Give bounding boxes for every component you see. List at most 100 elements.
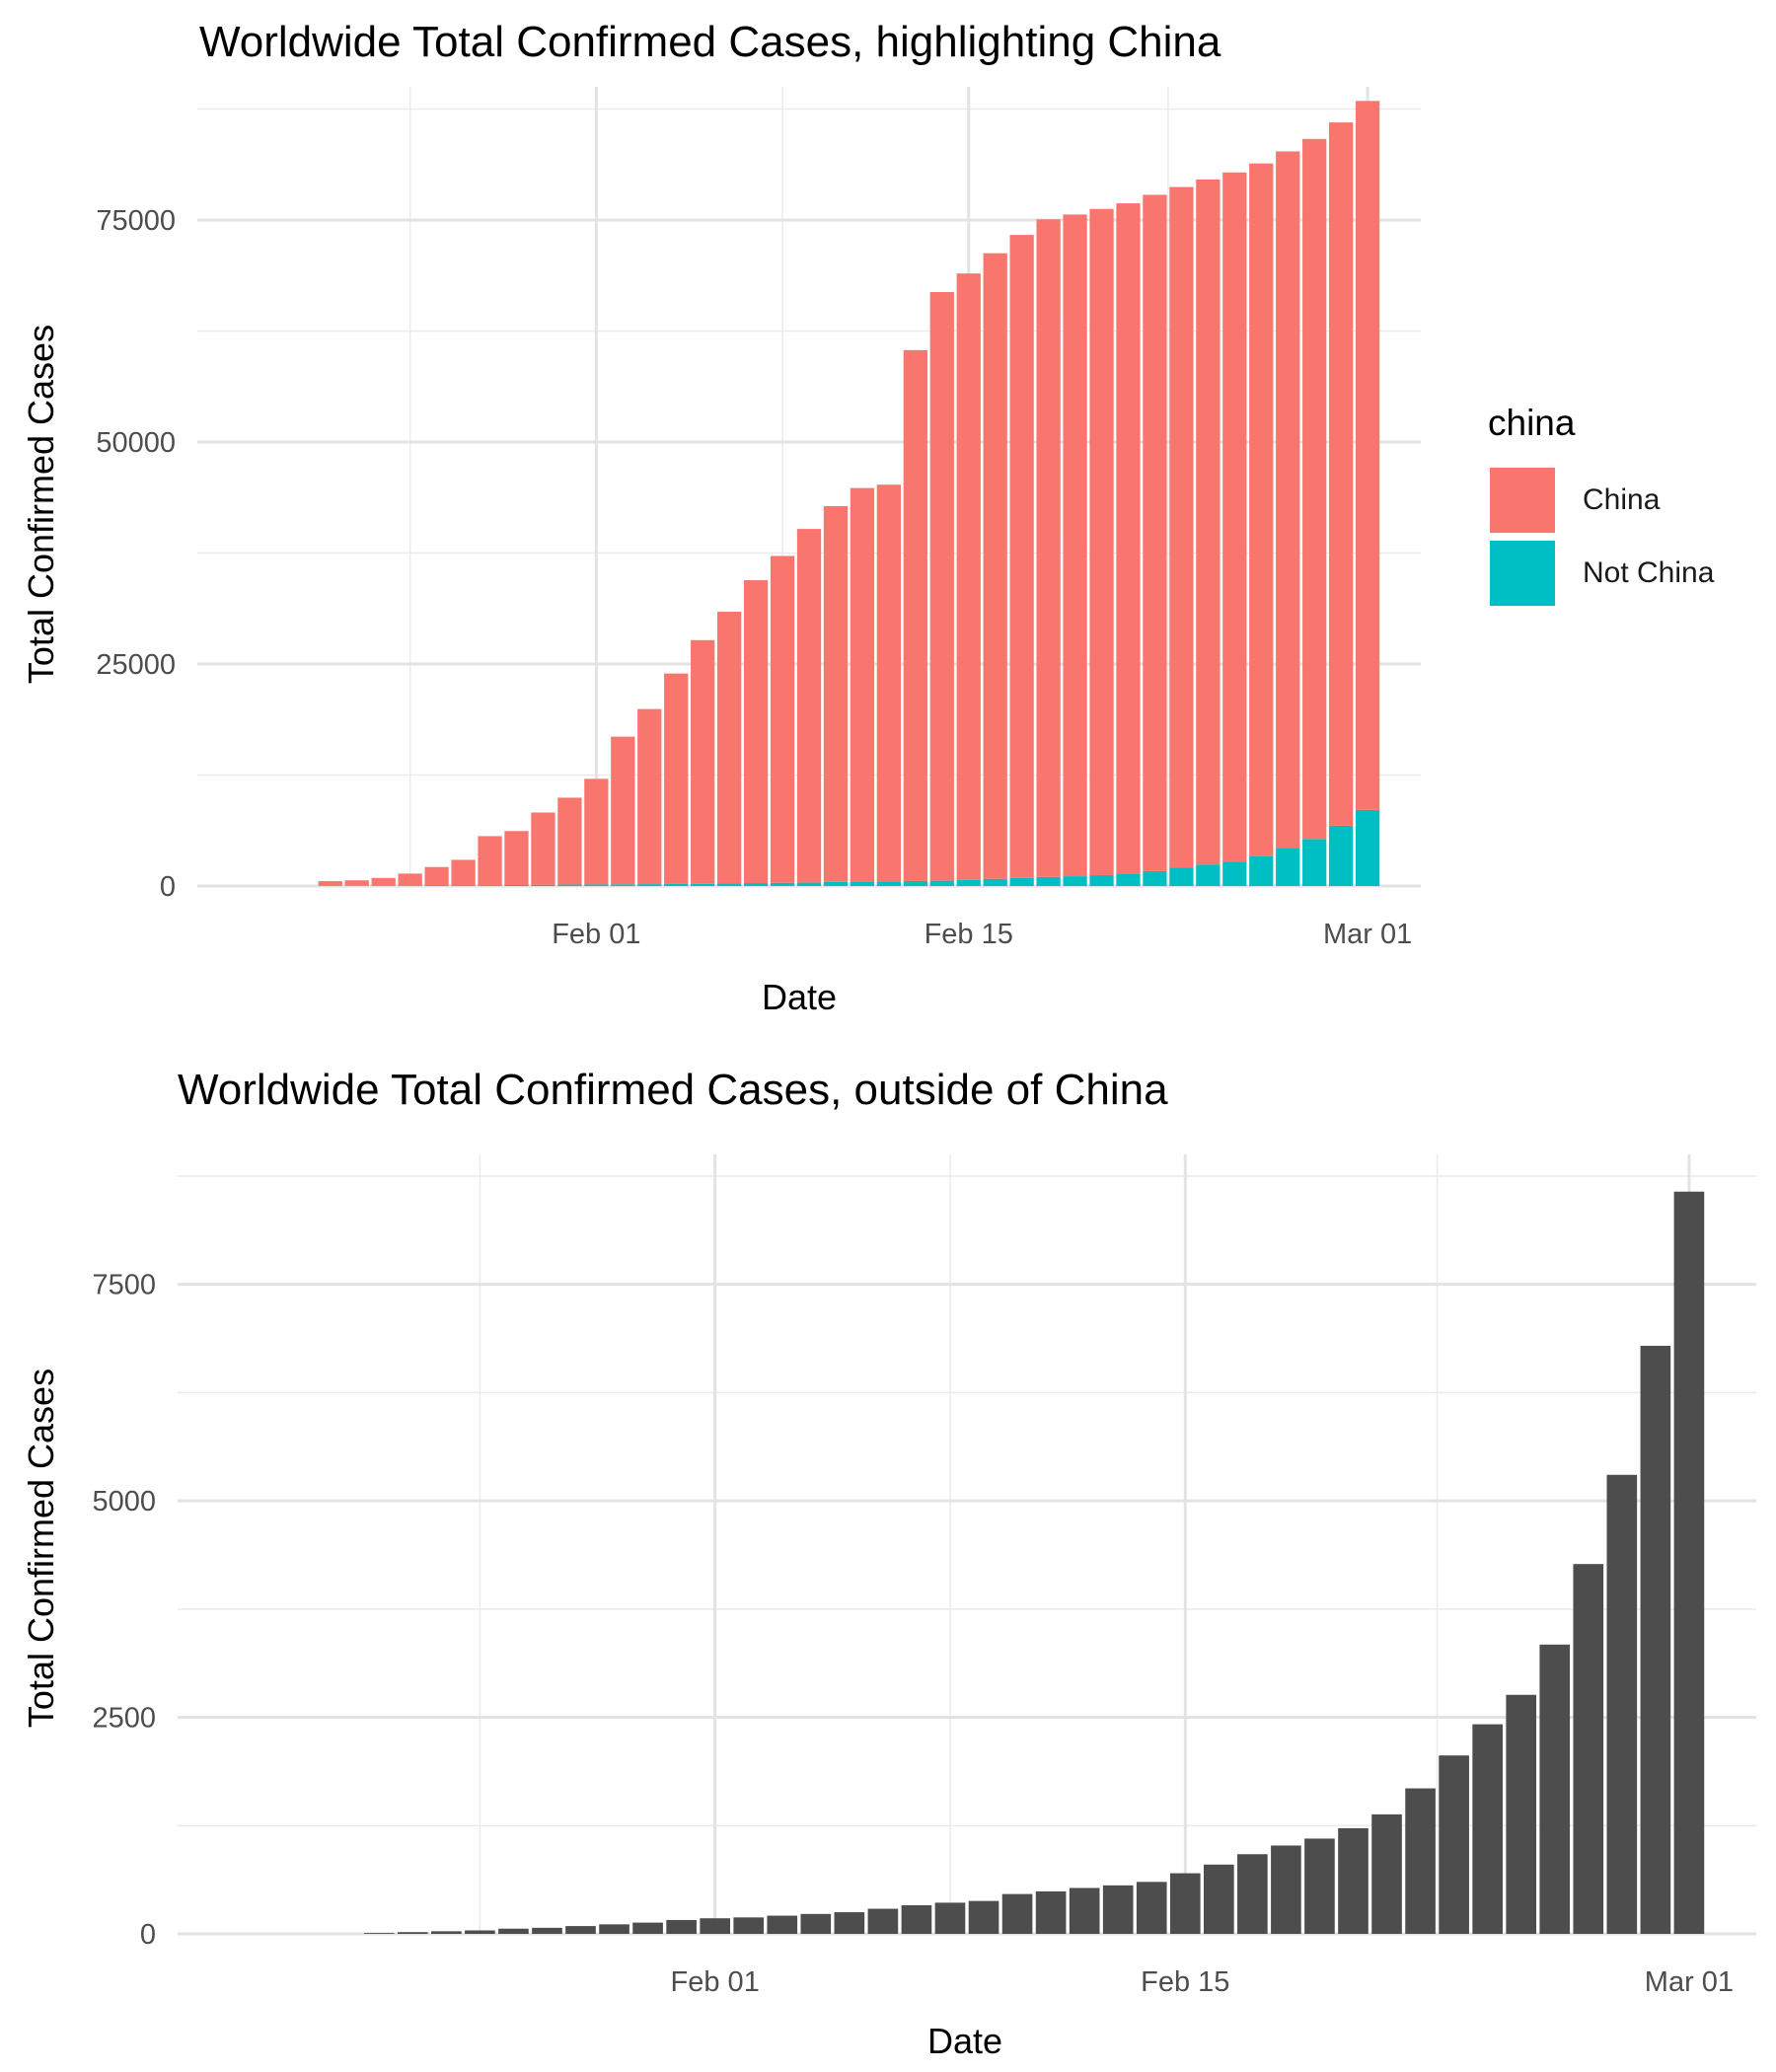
chart1-bar-not-china <box>796 882 822 886</box>
chart2-bar <box>498 1928 529 1934</box>
chart2-bar <box>834 1912 865 1934</box>
chart2-bar <box>1539 1644 1571 1934</box>
chart1-bar-not-china <box>1329 825 1354 886</box>
chart1-bar-not-china <box>557 884 582 886</box>
chart1-x-tick-label: Feb 15 <box>925 919 1013 950</box>
chart2-bar <box>599 1924 629 1934</box>
chart2-bar <box>1472 1724 1503 1934</box>
chart1-bar-china <box>664 673 689 884</box>
chart1-bar-china <box>956 273 981 880</box>
legend-item-not-china: Not China <box>1490 541 1714 606</box>
chart1-bar-china <box>318 881 342 886</box>
chart1-bar-not-china <box>850 881 875 886</box>
chart2-bar <box>1304 1838 1335 1934</box>
chart1-bar-china <box>398 873 422 886</box>
chart1-bar-china <box>823 505 849 882</box>
chart2-bar <box>1338 1827 1369 1934</box>
chart1-bar-not-china <box>1116 873 1141 886</box>
chart1-bar-china <box>796 529 822 883</box>
chart2-bar <box>867 1908 899 1934</box>
chart1-bar-china <box>531 812 555 885</box>
chart2-bar <box>767 1915 798 1934</box>
chart1-bar-not-china <box>451 885 476 886</box>
chart1-bar-not-china <box>1036 876 1061 886</box>
chart2-bar <box>632 1922 663 1934</box>
chart2-bar <box>1606 1474 1638 1934</box>
chart1-bar-china <box>1063 214 1087 877</box>
chart1-bar-china <box>876 484 901 882</box>
chart2-bar <box>1506 1694 1537 1934</box>
chart2-title: Worldwide Total Confirmed Cases, outside… <box>178 1066 1168 1114</box>
chart2-bar <box>1271 1845 1301 1934</box>
chart1-bar-not-china <box>876 881 901 886</box>
chart1-bar-not-china <box>611 884 635 886</box>
chart1-bar-not-china <box>531 884 555 886</box>
chart1-bar-not-china <box>1089 875 1114 886</box>
chart1-bar-china <box>850 487 875 882</box>
chart1-bar-not-china <box>478 885 502 886</box>
chart1-bar-not-china <box>664 883 689 886</box>
chart1-bar-not-china <box>717 883 742 886</box>
legend-label-china: China <box>1583 483 1661 516</box>
chart2-bar <box>465 1930 495 1934</box>
chart2-y-tick-label: 5000 <box>92 1486 156 1517</box>
chart1-bar-china <box>1249 163 1274 856</box>
chart1-bar-not-china <box>823 881 849 886</box>
chart1-x-tick-label: Mar 01 <box>1323 919 1412 950</box>
chart2-bar <box>431 1931 462 1934</box>
chart1-bar-not-china <box>1249 855 1274 886</box>
chart1-bar-china <box>770 555 795 883</box>
chart2-bar <box>1371 1813 1402 1934</box>
chart1-bar-china <box>1329 122 1354 826</box>
chart1-bar-not-china <box>1063 876 1087 886</box>
chart1-y-tick-label: 50000 <box>96 427 176 459</box>
chart1-bar-china <box>983 253 1007 879</box>
chart2-bar <box>1673 1191 1705 1934</box>
chart1-bar-not-china <box>1009 877 1034 886</box>
chart1-bar-not-china <box>1276 848 1300 886</box>
chart2-x-tick-label: Mar 01 <box>1645 1966 1734 1998</box>
chart2-bar <box>968 1900 999 1934</box>
legend-key-not-china <box>1490 541 1555 606</box>
chart1-bar-not-china <box>504 885 529 886</box>
chart2-bar <box>1069 1887 1100 1934</box>
chart1-bar-not-china <box>956 879 981 886</box>
chart2-bar <box>532 1927 562 1934</box>
chart1-bar-china <box>611 736 635 885</box>
chart1-bar-china <box>929 291 954 881</box>
chart2-bar <box>1439 1755 1469 1934</box>
chart1-bar-china <box>717 611 742 884</box>
chart1-bar-not-china <box>1302 839 1327 886</box>
chart2-bar <box>1035 1890 1067 1934</box>
chart1-bar-not-china <box>584 884 609 886</box>
chart1-bar-china <box>424 866 449 886</box>
legend-label-not-china: Not China <box>1583 556 1715 589</box>
chart1-bar-not-china <box>929 880 954 886</box>
chart2-bar <box>1102 1885 1134 1934</box>
chart1-bar-china <box>1222 172 1247 862</box>
chart1-bar-not-china <box>903 880 927 886</box>
chart2-x-tick-label: Feb 15 <box>1141 1966 1229 1998</box>
chart2-bar <box>800 1913 832 1934</box>
chart1-title: Worldwide Total Confirmed Cases, highlig… <box>199 18 1221 66</box>
chart1-bar-not-china <box>424 885 449 886</box>
chart1-bar-china <box>371 877 396 886</box>
chart1-bar-not-china <box>743 883 769 886</box>
chart1-bar-not-china <box>637 884 662 886</box>
chart1-bar-china <box>743 580 769 884</box>
chart2-bar <box>901 1905 932 1934</box>
legend-title: china <box>1488 403 1576 443</box>
chart1-bar-china <box>504 831 529 886</box>
chart1-bar-not-china <box>691 883 715 886</box>
chart2-bar <box>1640 1345 1671 1934</box>
chart1-bar-not-china <box>1169 867 1194 886</box>
chart1-bar-china <box>1196 179 1221 865</box>
chart1-bar-china <box>637 708 662 885</box>
chart1-bar-china <box>903 349 927 881</box>
chart1-bar-china <box>451 859 476 886</box>
chart2-bar <box>397 1932 428 1934</box>
chart1-bar-china <box>344 880 369 886</box>
chart2-bar <box>700 1918 730 1934</box>
chart2-bar <box>1237 1854 1268 1934</box>
